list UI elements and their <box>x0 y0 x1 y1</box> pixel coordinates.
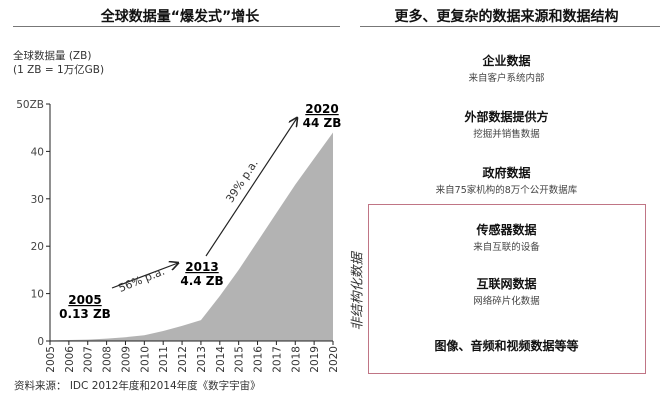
annotation-2020-value: 44 ZB <box>303 116 342 130</box>
x-tick-label: 2008 <box>102 346 114 373</box>
source-heading: 政府数据 <box>482 166 531 180</box>
y-tick-label: 50ZB <box>16 99 44 111</box>
right-title-divider <box>360 26 660 27</box>
source-heading: 外部数据提供方 <box>464 110 549 124</box>
annotation-2013-year: 2013 <box>185 260 218 274</box>
source-heading: 互联网数据 <box>476 277 537 291</box>
x-tick-label: 2019 <box>309 346 321 373</box>
y-tick-label: 40 <box>31 146 44 158</box>
y-tick-label: 0 <box>37 336 44 348</box>
growth-label-56: 56% p.a. <box>117 265 167 295</box>
source-description: 挖掘并销售数据 <box>473 129 540 140</box>
source-enterprise: 企业数据 来自客户系统内部 <box>368 52 645 84</box>
y-tick-label: 10 <box>31 289 44 301</box>
growth-arrow-2013-2020 <box>205 118 297 257</box>
source-government: 政府数据 来自75家机构的8万个公开数据库 <box>368 164 645 196</box>
unit-conversion-label: (1 ZB = 1万亿GB) <box>13 64 105 76</box>
y-tick-label: 30 <box>31 194 44 206</box>
unstructured-data-label: 非结构化数据 <box>350 252 366 331</box>
source-note: 资料来源： IDC 2012年度和2014年度《数字宇宙》 <box>14 380 261 392</box>
y-tick-label: 20 <box>31 241 44 253</box>
left-title-divider <box>13 26 340 27</box>
x-tick-label: 2006 <box>64 346 76 373</box>
annotation-2013-value: 4.4 ZB <box>180 274 223 288</box>
x-tick-label: 2013 <box>196 346 208 373</box>
unit-label: 全球数据量 (ZB) <box>13 50 92 62</box>
source-sensor: 传感器数据 来自互联的设备 <box>368 221 645 253</box>
x-tick-label: 2018 <box>290 346 302 373</box>
source-description: 网络碎片化数据 <box>473 296 540 307</box>
source-media: 图像、音频和视频数据等等 <box>368 337 645 354</box>
x-tick-label: 2014 <box>215 346 227 373</box>
unstructured-data-box <box>368 204 646 374</box>
source-external-provider: 外部数据提供方 挖掘并销售数据 <box>368 108 645 140</box>
annotation-2020-year: 2020 <box>305 102 338 116</box>
x-tick-label: 2010 <box>139 346 151 373</box>
source-heading: 传感器数据 <box>476 223 537 237</box>
x-tick-label: 2012 <box>177 346 189 373</box>
source-description: 来自75家机构的8万个公开数据库 <box>435 185 578 196</box>
x-tick-label: 2007 <box>83 346 95 373</box>
annotation-2005-year: 2005 <box>68 293 101 307</box>
data-volume-area-chart: 0 10 20 30 40 50ZB 2005 2006 2007 2008 2009 2010 201… <box>16 99 342 373</box>
x-tick-label: 2017 <box>271 346 283 373</box>
source-heading: 图像、音频和视频数据等等 <box>434 339 579 353</box>
left-panel-title: 全球数据量“爆发式”增长 <box>100 9 260 25</box>
source-internet: 互联网数据 网络碎片化数据 <box>368 275 645 307</box>
x-tick-label: 2005 <box>45 346 57 373</box>
right-panel-title: 更多、更复杂的数据来源和数据结构 <box>394 9 619 25</box>
x-tick-label: 2011 <box>158 346 170 373</box>
annotation-2005-value: 0.13 ZB <box>59 307 111 321</box>
x-tick-label: 2016 <box>253 346 265 373</box>
source-description: 来自互联的设备 <box>473 242 540 253</box>
source-heading: 企业数据 <box>482 54 531 68</box>
x-tick-label: 2020 <box>328 346 340 373</box>
source-description: 来自客户系统内部 <box>468 73 545 84</box>
area-series <box>50 132 333 341</box>
x-tick-label: 2015 <box>234 346 246 373</box>
growth-arrow-2005-2013 <box>111 263 178 289</box>
x-tick-label: 2009 <box>120 346 132 373</box>
